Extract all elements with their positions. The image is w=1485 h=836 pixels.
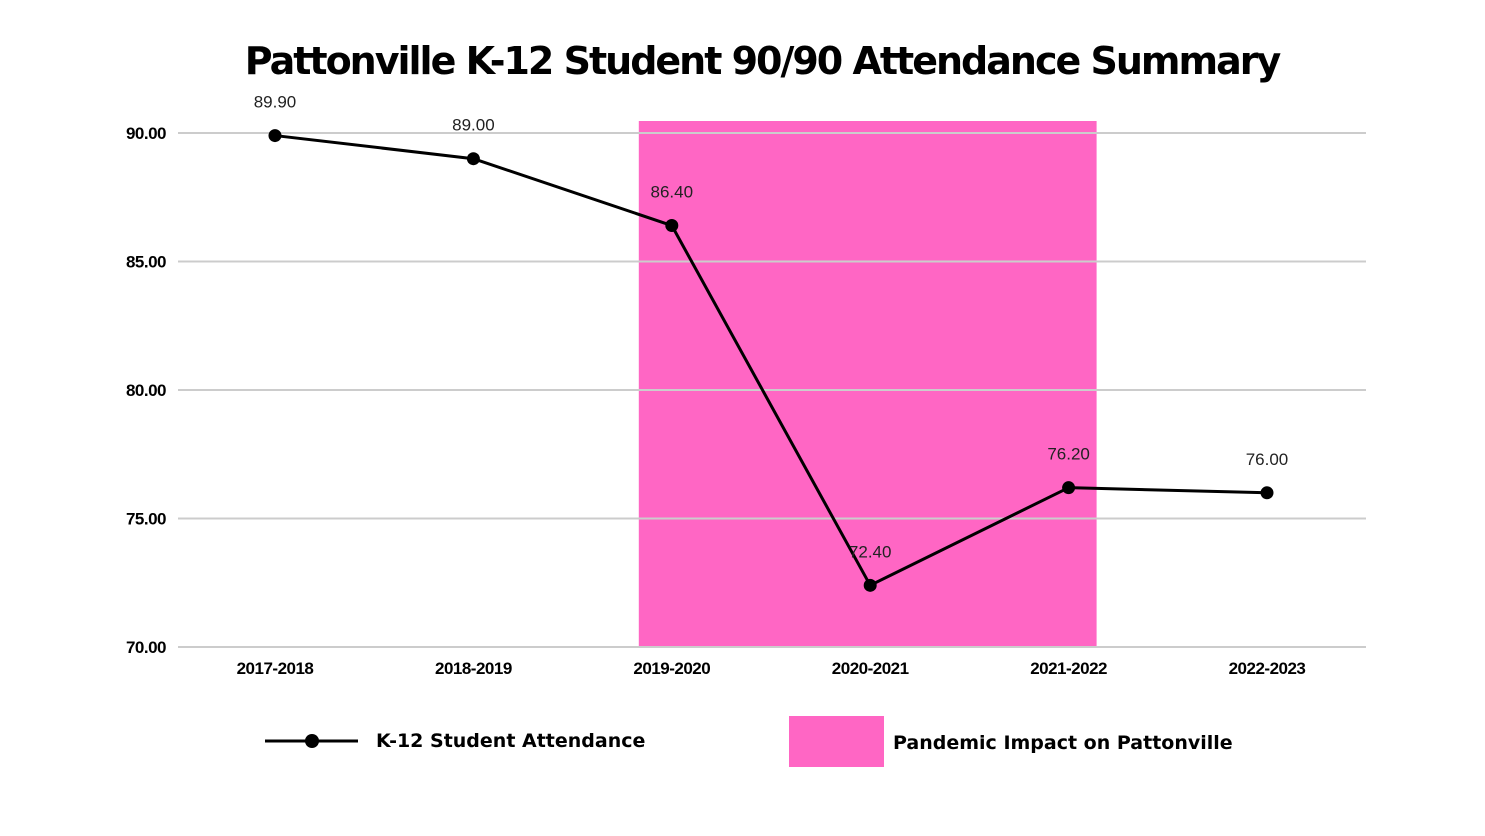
data-point [863,578,877,592]
x-tick-label: 2018-2019 [435,659,512,678]
legend-pandemic-swatch [789,716,884,767]
y-tick-label: 85.00 [126,253,166,272]
data-point [1260,486,1274,500]
legend-marker-swatch [305,734,319,748]
pandemic-highlight-region [638,121,1097,647]
y-tick-label: 70.00 [126,638,166,657]
x-tick-label: 2017-2018 [237,659,314,678]
data-label: 89.90 [254,93,297,112]
y-tick-label: 90.00 [126,124,166,143]
series-line-attendance [274,134,1268,587]
x-tick-label: 2021-2022 [1030,659,1107,678]
legend-label-pandemic: Pandemic Impact on Pattonville [893,732,1233,754]
y-tick-label: 75.00 [126,510,166,529]
grid-layer [178,132,1366,648]
highlight-layer [638,121,1097,647]
x-axis: 2017-2018 2018-2019 2019-2020 2020-2021 2021… [237,659,1306,678]
legend: K-12 Student Attendance Pandemic Impact … [265,716,1233,767]
data-label: 76.20 [1047,445,1090,464]
legend-item-pandemic: Pandemic Impact on Pattonville [789,716,1233,767]
data-labels: 89.90 89.00 86.40 72.40 76.20 76.00 [254,93,1289,562]
legend-label-attendance: K-12 Student Attendance [376,730,645,752]
y-axis: 70.00 75.00 80.00 85.00 90.00 [126,124,167,657]
chart-title: Pattonville K-12 Student 90/90 Attendanc… [245,39,1282,83]
y-tick-label: 80.00 [126,381,166,400]
legend-item-attendance: K-12 Student Attendance [265,730,645,752]
data-label: 72.40 [849,542,892,561]
data-point [1062,481,1076,495]
series-layer [268,129,1274,592]
data-point [665,219,679,233]
data-point [268,129,282,143]
data-label: 76.00 [1246,450,1289,469]
x-tick-label: 2022-2023 [1229,659,1306,678]
x-tick-label: 2020-2021 [832,659,909,678]
x-tick-label: 2019-2020 [633,659,710,678]
data-label: 89.00 [452,116,495,135]
data-label: 86.40 [651,183,694,202]
data-point [466,152,480,166]
